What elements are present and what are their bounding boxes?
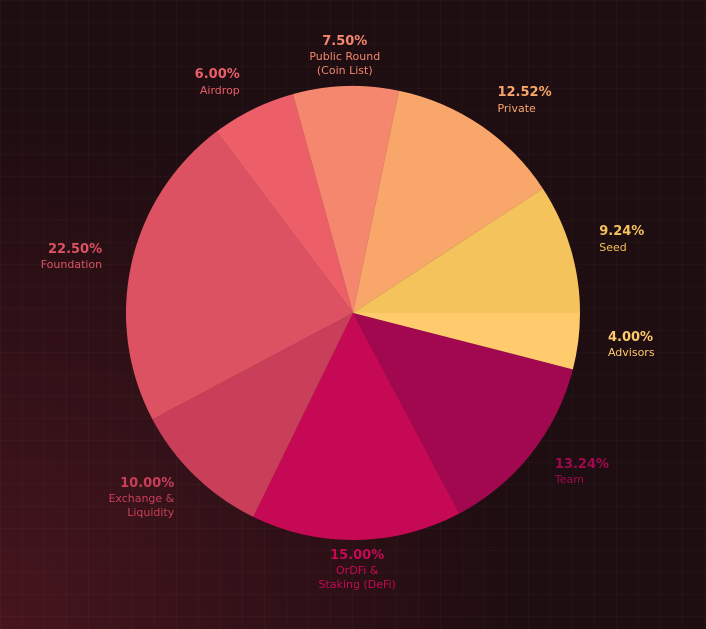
- slice-label: 13.24% Team: [555, 457, 609, 487]
- pie-slice: [253, 313, 460, 540]
- slice-label: 15.00% OrDFi & Staking (DeFi): [319, 548, 396, 592]
- pie-slice: [126, 131, 353, 420]
- pie-slice: [292, 86, 399, 314]
- slice-category-label: Advisors: [607, 346, 655, 360]
- slice-value-label: 10.00%: [120, 475, 175, 491]
- slice-label: 4.00% Advisors: [608, 330, 655, 360]
- slice-label: 7.50% Public Round (Coin List): [309, 34, 380, 78]
- pie-slice: [152, 313, 353, 517]
- slice-value-label: 4.00%: [607, 330, 654, 346]
- slice-category-label: Airdrop: [199, 83, 240, 97]
- pie-slice: [353, 313, 573, 514]
- pie-slice: [353, 90, 543, 313]
- slice-value-label: 6.00%: [194, 67, 240, 83]
- slice-value-label: 12.52%: [497, 85, 552, 101]
- pie-slice: [353, 188, 580, 313]
- slice-category-label: OrDFi & Staking (DeFi): [318, 564, 396, 592]
- slice-label: 22.50% Foundation: [41, 242, 102, 272]
- slice-value-label: 22.50%: [47, 242, 103, 258]
- slice-value-label: 7.50%: [322, 34, 368, 50]
- slice-category-label: Private: [497, 101, 536, 115]
- slice-value-label: 13.24%: [554, 457, 610, 473]
- slice-value-label: 15.00%: [330, 548, 385, 564]
- slice-label: 10.00% Exchange & Liquidity: [108, 476, 174, 520]
- slice-label: 12.52% Private: [497, 85, 551, 115]
- slice-category-label: Team: [554, 473, 584, 487]
- slice-category-label: Seed: [599, 240, 627, 254]
- slice-category-label: Foundation: [40, 258, 103, 272]
- slice-category-label: Exchange & Liquidity: [108, 492, 175, 519]
- slice-label: 6.00% Airdrop: [195, 67, 240, 97]
- pie-slice: [353, 313, 580, 370]
- slice-category-label: Public Round (Coin List): [309, 50, 381, 78]
- slice-value-label: 9.24%: [599, 224, 645, 240]
- slice-label: 9.24% Seed: [599, 224, 644, 254]
- pie-slice: [216, 94, 353, 313]
